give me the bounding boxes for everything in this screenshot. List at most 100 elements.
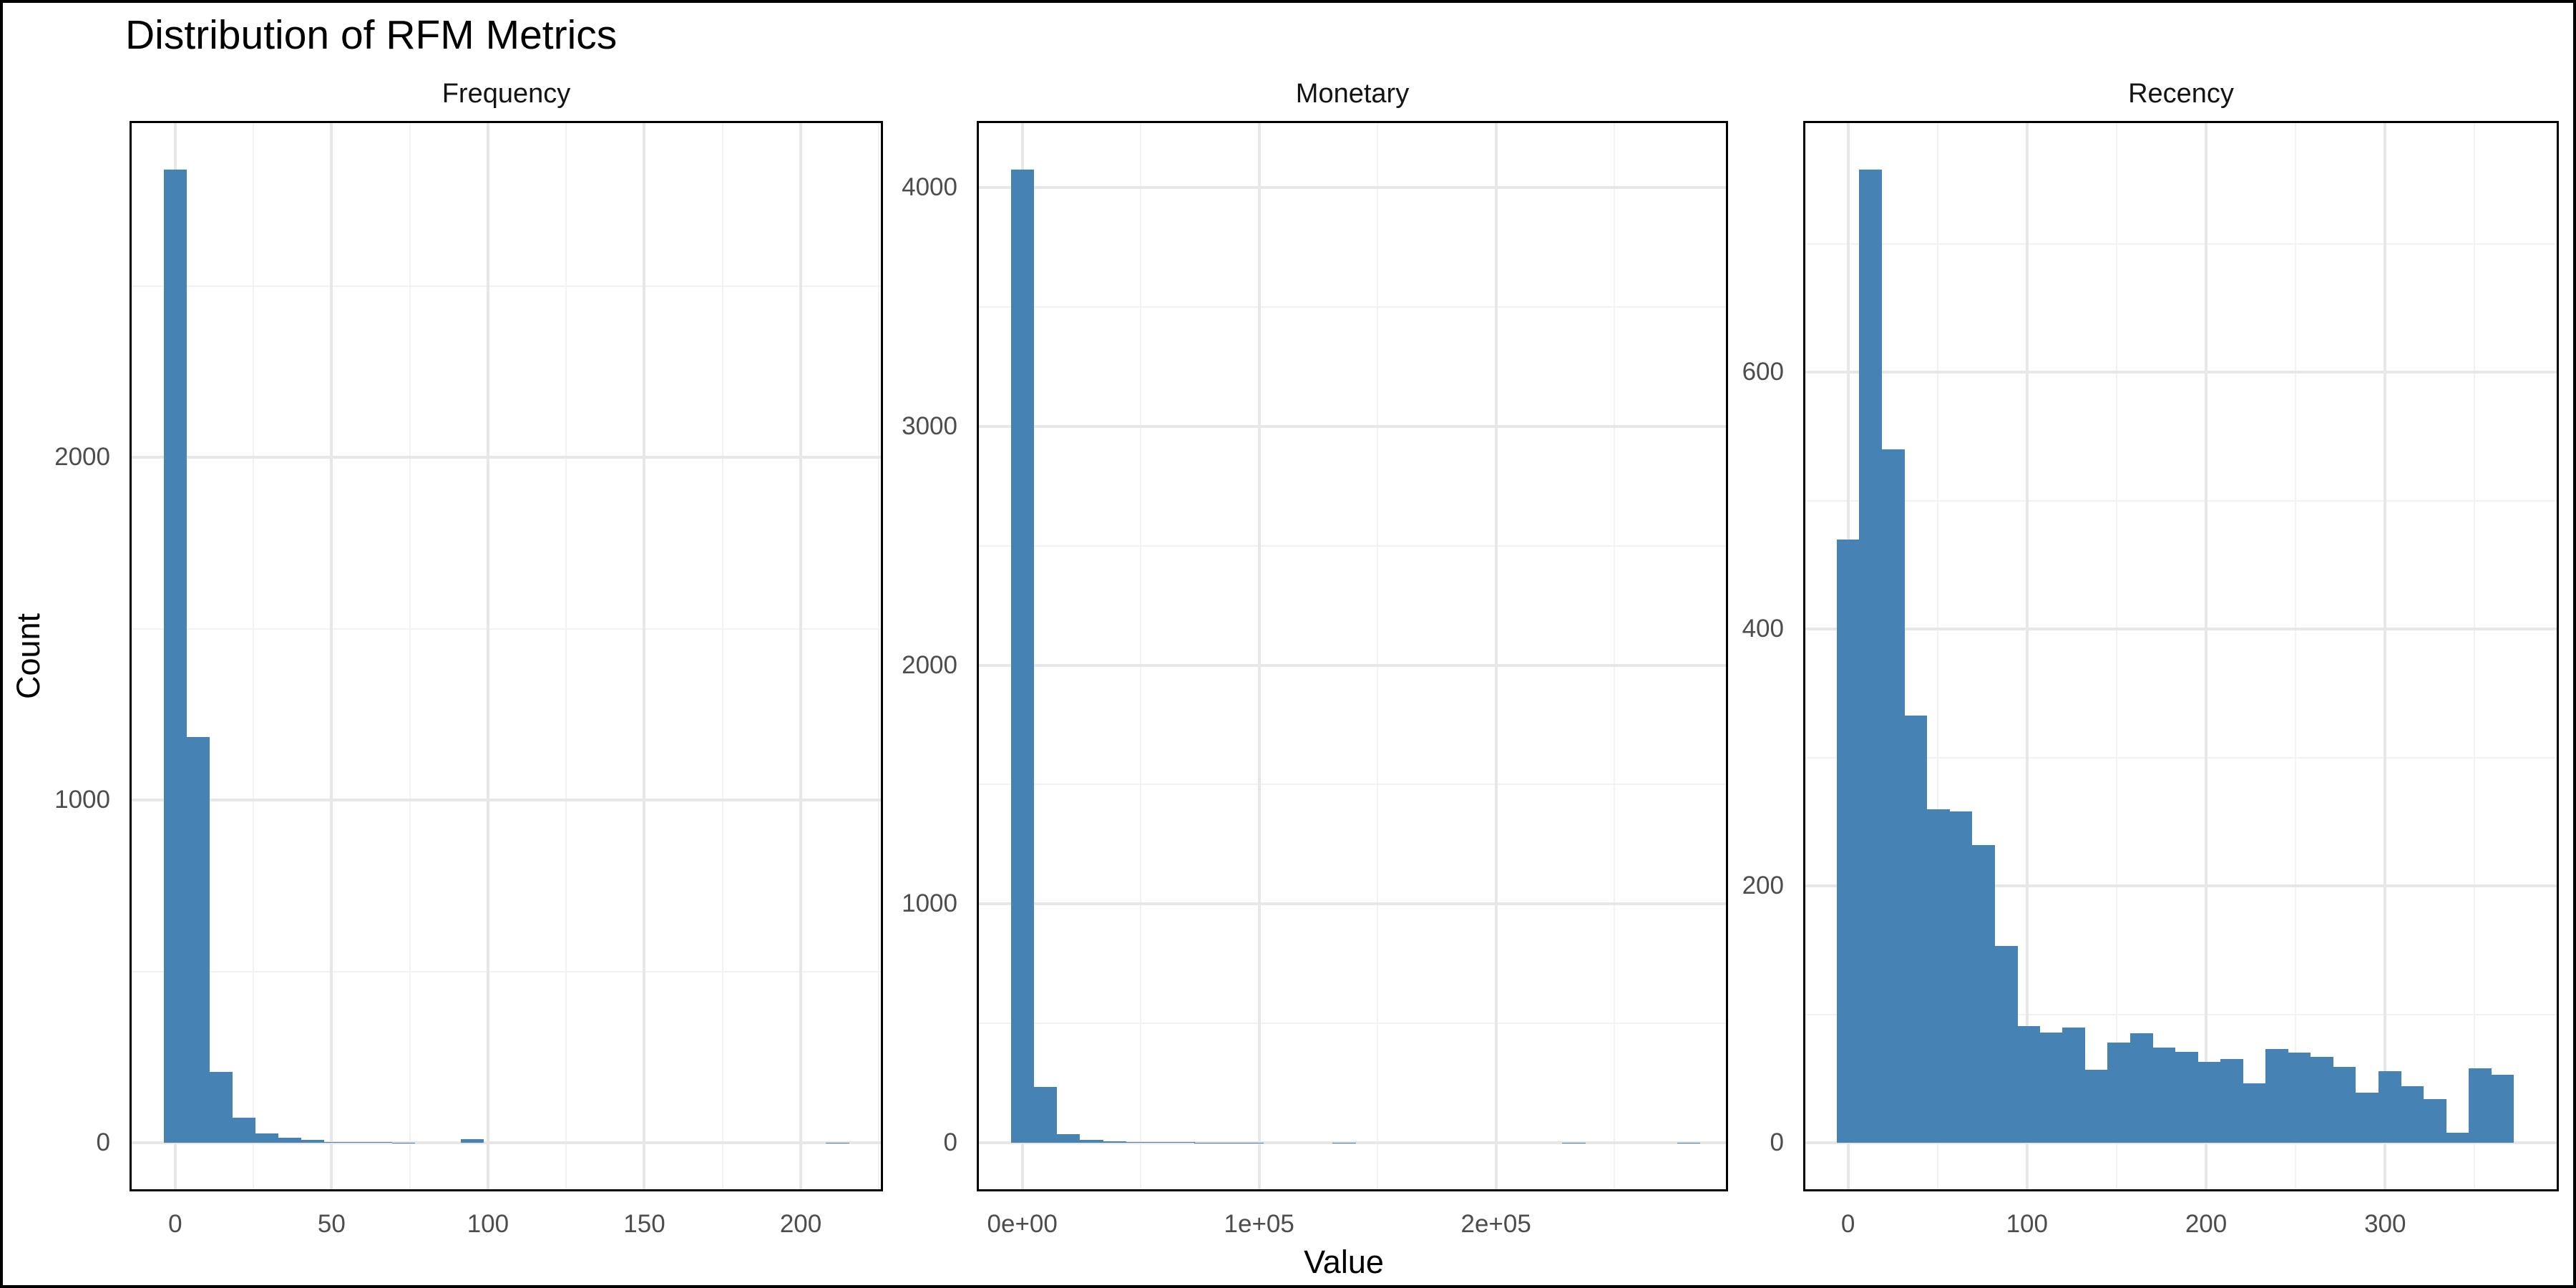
histogram-bar [2197,1061,2221,1143]
x-tick-label: 0 [168,1210,182,1238]
y-tick-label: 0 [96,1128,110,1156]
y-tick-label: 200 [1742,872,1784,900]
y-tick-label: 2000 [902,650,957,679]
histogram-bar [2129,1033,2153,1143]
x-tick-label: 1e+05 [1224,1210,1294,1238]
y-major-gridline [1803,884,2559,888]
x-minor-gridline [1140,121,1142,1191]
histogram-bar [1126,1141,1149,1143]
x-minor-gridline [565,121,567,1191]
x-tick-label: 100 [467,1210,509,1238]
histogram-bar [278,1138,301,1143]
histogram-bar [2220,1059,2243,1143]
y-minor-gridline [977,306,1728,308]
histogram-bar [1056,1134,1080,1143]
y-tick-label: 1000 [902,889,957,918]
histogram-bar [369,1142,393,1143]
facet-strip-label: Recency [2128,78,2234,109]
histogram-bar [1148,1142,1172,1143]
x-minor-gridline [253,121,255,1191]
y-major-gridline [977,186,1728,190]
x-major-gridline [643,121,646,1191]
x-minor-gridline [1614,121,1616,1191]
histogram-bar [1103,1141,1126,1143]
plot-title: Distribution of RFM Metrics [125,12,618,58]
x-tick-label: 2e+05 [1460,1210,1531,1238]
histogram-bar [1079,1139,1103,1143]
y-minor-gridline [130,970,883,972]
x-major-gridline [799,121,803,1191]
y-major-gridline [1803,1141,2559,1144]
facet-panel [1803,121,2559,1191]
x-tick-label: 100 [2006,1210,2048,1238]
histogram-bar [163,170,187,1143]
y-minor-gridline [977,545,1728,547]
facet-strip-label: Frequency [441,78,571,109]
y-tick-label: 0 [943,1128,957,1156]
x-tick-label: 150 [623,1210,665,1238]
y-tick-label: 4000 [902,173,957,202]
y-major-gridline [977,902,1728,906]
y-minor-gridline [977,1023,1728,1025]
y-minor-gridline [977,784,1728,786]
histogram-bar [1010,170,1035,1143]
histogram-bar [2175,1051,2198,1143]
histogram-bar [209,1071,233,1143]
histogram-bar [1971,844,1995,1143]
y-major-gridline [130,456,883,459]
histogram-bar [2468,1068,2492,1143]
histogram-bar [232,1117,255,1143]
panel-border [977,121,1728,1191]
y-major-gridline [1803,628,2559,631]
histogram-bar [2152,1048,2176,1143]
y-tick-label: 400 [1742,615,1784,643]
histogram-bar [2084,1069,2108,1143]
y-minor-gridline [1803,756,2559,758]
x-tick-label: 300 [2364,1210,2406,1238]
facet-strip-label: Monetary [1295,78,1410,109]
y-minor-gridline [1803,499,2559,502]
histogram-bar [1836,539,1860,1143]
histogram-bar [1904,715,1928,1143]
histogram-bar [2423,1098,2446,1143]
y-minor-gridline [130,628,883,630]
x-minor-gridline [409,121,411,1191]
histogram-bar [1994,946,2018,1143]
x-minor-gridline [721,121,723,1191]
histogram-bar [2062,1027,2086,1143]
facet-panel [130,121,883,1191]
histogram-bar [2243,1083,2266,1143]
x-major-gridline [2205,121,2208,1191]
histogram-bar [186,736,210,1143]
histogram-bar [2355,1093,2379,1143]
y-minor-gridline [1803,1013,2559,1015]
histogram-bar [1033,1087,1058,1143]
histogram-bar [346,1142,370,1143]
histogram-bar [460,1139,484,1143]
x-major-gridline [2025,121,2029,1191]
histogram-bar [323,1141,347,1143]
y-tick-label: 0 [1770,1128,1784,1156]
x-major-gridline [1494,121,1498,1191]
panel-border [130,121,883,1191]
x-axis-title: Value [1304,1244,1384,1280]
x-tick-label: 0e+00 [987,1210,1058,1238]
histogram-bar [1171,1142,1195,1143]
y-major-gridline [130,799,883,802]
histogram-bar [2017,1025,2041,1143]
histogram-bar [2107,1043,2131,1143]
histogram-bar [1881,449,1905,1143]
y-tick-label: 1000 [54,786,110,814]
histogram-bar [1859,170,1883,1143]
x-minor-gridline [2295,121,2297,1191]
x-tick-label: 200 [2185,1210,2228,1238]
histogram-bar [2288,1053,2311,1143]
x-major-gridline [486,121,489,1191]
panel-border [1803,121,2559,1191]
histogram-bar [2310,1056,2333,1143]
x-tick-label: 200 [779,1210,822,1238]
histogram-bar [1926,809,1950,1143]
x-minor-gridline [878,121,880,1191]
facet-panel [977,121,1728,1191]
y-tick-label: 600 [1742,358,1784,386]
